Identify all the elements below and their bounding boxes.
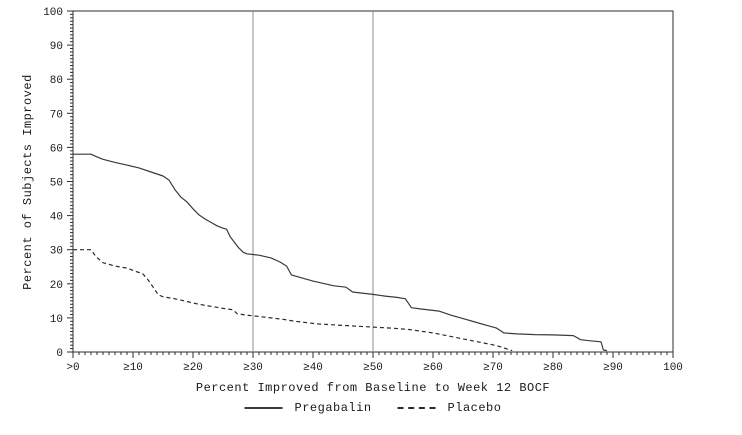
y-tick-label: 50 bbox=[50, 178, 63, 190]
legend-item-placebo: Placebo bbox=[397, 401, 502, 415]
pregabalin-solid-line-swatch bbox=[244, 407, 283, 409]
y-tick-label: 0 bbox=[56, 348, 63, 360]
x-tick-label: ≥70 bbox=[483, 362, 503, 374]
x-tick-label: ≥80 bbox=[543, 362, 563, 374]
x-tick-label: ≥50 bbox=[363, 362, 383, 374]
x-tick-label: ≥10 bbox=[123, 362, 143, 374]
y-tick-label: 40 bbox=[50, 212, 63, 224]
y-tick-label: 100 bbox=[43, 7, 63, 19]
x-axis-title: Percent Improved from Baseline to Week 1… bbox=[195, 381, 551, 395]
y-tick-label: 10 bbox=[50, 314, 63, 326]
x-tick-label: ≥30 bbox=[243, 362, 263, 374]
y-axis-title: Percent of Subjects Improved bbox=[21, 74, 35, 290]
y-tick-label: 30 bbox=[50, 246, 63, 258]
x-tick-label: 100 bbox=[663, 362, 683, 374]
pregabalin-curve bbox=[73, 153, 608, 352]
y-tick-label: 80 bbox=[50, 75, 63, 87]
legend: Pregabalin Placebo bbox=[244, 401, 502, 415]
placebo-dashed-line-swatch bbox=[397, 407, 436, 409]
y-tick-label: 90 bbox=[50, 41, 63, 53]
y-tick-label: 60 bbox=[50, 143, 63, 155]
placebo-curve bbox=[73, 249, 513, 352]
y-tick-label: 20 bbox=[50, 280, 63, 292]
x-tick-label: ≥20 bbox=[183, 362, 203, 374]
x-tick-label: >0 bbox=[66, 362, 79, 374]
x-tick-label: ≥40 bbox=[303, 362, 323, 374]
x-tick-label: ≥60 bbox=[423, 362, 443, 374]
legend-label-pregabalin: Pregabalin bbox=[294, 401, 372, 415]
x-tick-label: ≥90 bbox=[603, 362, 623, 374]
y-tick-label: 70 bbox=[50, 109, 63, 121]
legend-label-placebo: Placebo bbox=[447, 401, 502, 415]
legend-item-pregabalin: Pregabalin bbox=[244, 401, 372, 415]
